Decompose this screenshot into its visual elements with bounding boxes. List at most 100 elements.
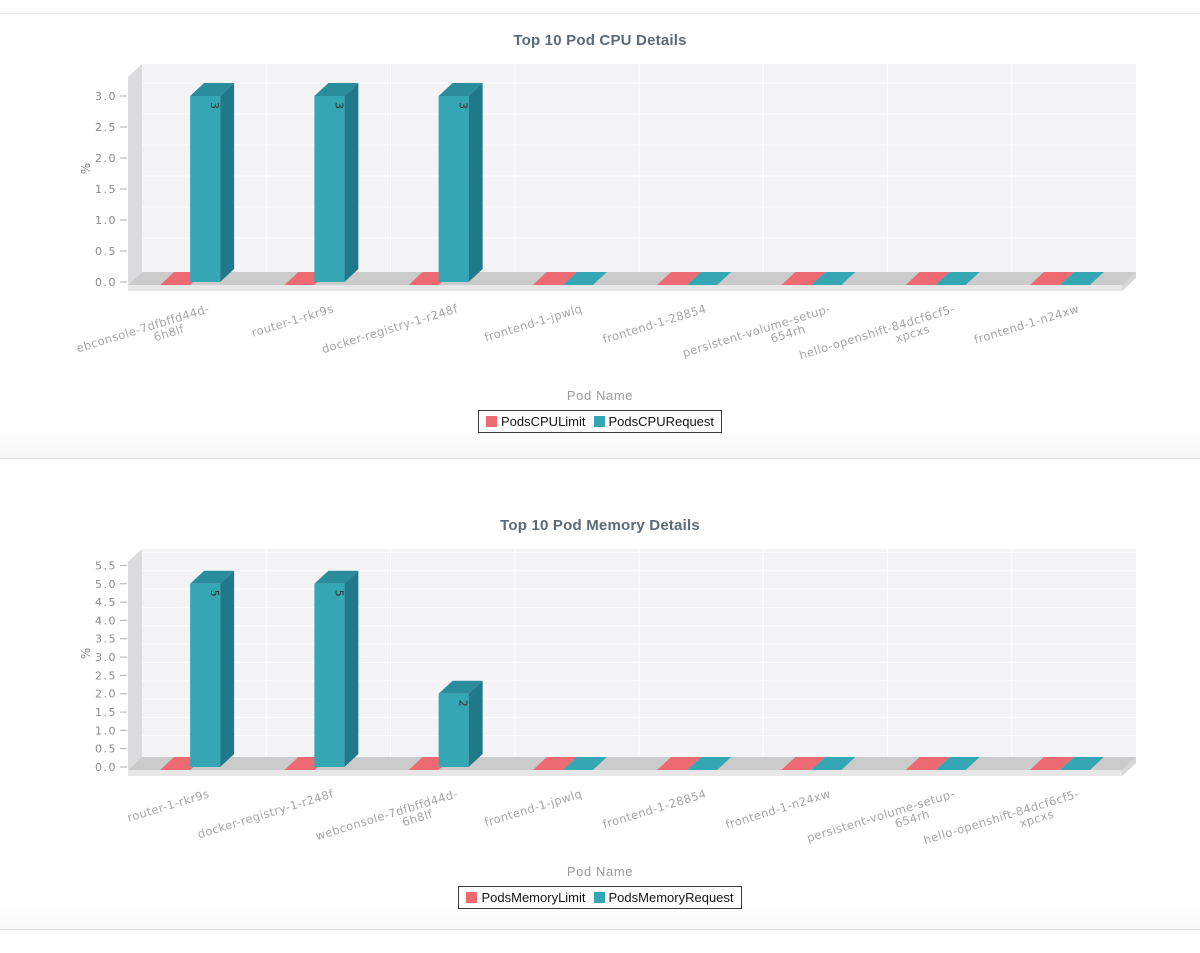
y-tick-label: 3.0 [95, 90, 117, 103]
limit-bar [1029, 757, 1074, 770]
legend-item[interactable]: PodsMemoryRequest [593, 890, 734, 905]
x-category-label: frontend-1-n24xw [724, 786, 832, 831]
plot-floor-bevel [1122, 272, 1136, 291]
legend-label: PodsMemoryRequest [608, 890, 734, 905]
request-bar [687, 757, 732, 770]
legend-label: PodsCPULimit [500, 414, 586, 429]
memory-chart-title: Top 10 Pod Memory Details [500, 517, 700, 534]
request-bar[interactable]: 3 [438, 83, 483, 282]
plot-floor [128, 757, 1136, 770]
x-category-label: router-1-rkr9s [126, 786, 211, 824]
3d-face [220, 570, 235, 767]
bar-front-face [190, 583, 221, 767]
3d-face [190, 570, 235, 584]
pod-metrics-dashboard: { "colors": { "bar_red": "#ee6a72", "bar… [0, 13, 1200, 953]
cpu-chart-title: Top 10 Pod CPU Details [513, 32, 687, 49]
3d-face [468, 680, 483, 767]
x-category-label: frontend-1-28854 [601, 301, 708, 346]
y-tick-label: 2.5 [95, 121, 117, 134]
legend-swatch [466, 892, 478, 903]
3d-face [438, 83, 483, 96]
3d-face [190, 83, 235, 96]
plot-floor [128, 272, 1136, 285]
x-category-label: frontend-1-jpwlq [483, 786, 584, 829]
x-category-label: frontend-1-28854 [601, 786, 708, 831]
cpu-chart-panel: Top 10 Pod CPU Details 0.0 0.5 1.0 1.5 2.0 2.… [0, 13, 1200, 459]
request-bar [1059, 272, 1104, 285]
bar-value-label: 3 [208, 102, 221, 109]
cpu-legend: PodsCPULimit PodsCPURequest [0, 410, 1200, 433]
3d-face [344, 570, 359, 767]
bar-front-face [438, 693, 469, 767]
y-tick-label: 4.5 [95, 596, 117, 609]
memory-legend: PodsMemoryLimit PodsMemoryRequest [0, 886, 1200, 909]
y-tick-label: 0.0 [95, 761, 117, 774]
request-bar [562, 757, 607, 770]
limit-bar [657, 272, 702, 285]
request-bar [811, 272, 856, 285]
y-tick-label: 1.0 [95, 724, 117, 737]
3d-face [438, 680, 483, 694]
plot-floor-front [128, 285, 1122, 291]
3d-face [314, 83, 359, 96]
3d-face [468, 83, 483, 282]
plot-left-wall [128, 549, 142, 770]
legend-swatch [593, 892, 605, 903]
y-tick-label: 0.5 [95, 245, 117, 258]
memory-chart-panel: Top 10 Pod Memory Details 0.0 0.5 1.0 1.5 2.… [0, 471, 1200, 930]
y-tick-label: 2.5 [95, 669, 117, 682]
limit-bar [532, 272, 577, 285]
request-bar [811, 757, 856, 770]
legend-swatch [485, 416, 497, 427]
limit-bar [905, 757, 950, 770]
x-category-label: router-1-rkr9s [250, 301, 335, 339]
request-bar [1059, 757, 1104, 770]
limit-bar [781, 272, 826, 285]
bar-value-label: 5 [332, 590, 345, 597]
x-category-label: webconsole-7dfbffd44d-6h8lf [314, 786, 463, 854]
plot-floor-front [128, 770, 1122, 776]
y-tick-label: 4.0 [95, 614, 117, 627]
y-tick-label: 0.0 [95, 276, 117, 289]
legend-item[interactable]: PodsMemoryLimit [466, 890, 586, 905]
plot-left-wall [128, 64, 142, 285]
y-tick-label: 2.0 [95, 688, 117, 701]
limit-bar [905, 272, 950, 285]
memory-chart-canvas: 0.0 0.5 1.0 1.5 2.0 2.5 3.0 3.5 4.0 4.5 5.0 5.5% 5 ro… [79, 549, 1136, 854]
bar-front-face [314, 96, 345, 282]
y-tick-label: 5.5 [95, 559, 117, 572]
3d-face [220, 83, 235, 282]
y-tick-label: 1.0 [95, 214, 117, 227]
cpu-chart-canvas: 0.0 0.5 1.0 1.5 2.0 2.5 3.0% 3 ebconsole-7dfbffd… [75, 64, 1136, 366]
y-axis-title: % [79, 162, 93, 174]
request-bar[interactable]: 5 [190, 570, 235, 767]
legend-box: PodsMemoryLimit PodsMemoryRequest [458, 886, 742, 909]
plot-floor-bevel [1122, 757, 1136, 776]
x-category-label: ebconsole-7dfbffd44d-6h8lf [75, 301, 215, 366]
limit-bar [1029, 272, 1074, 285]
y-tick-label: 3.5 [95, 633, 117, 646]
bar-value-label: 2 [457, 700, 470, 707]
legend-item[interactable]: PodsCPULimit [485, 414, 586, 429]
request-bar [687, 272, 732, 285]
request-bar[interactable]: 5 [314, 570, 359, 767]
x-category-label: docker-registry-1-r248f [320, 301, 460, 356]
request-bar[interactable]: 3 [314, 83, 359, 282]
y-axis-title: % [79, 647, 93, 659]
memory-xaxis-title: Pod Name [566, 864, 634, 879]
request-bar [935, 272, 980, 285]
y-tick-label: 5.0 [95, 578, 117, 591]
request-bar[interactable]: 3 [190, 83, 235, 282]
request-bar[interactable]: 2 [438, 680, 483, 767]
legend-box: PodsCPULimit PodsCPURequest [477, 410, 723, 433]
bar-front-face [314, 583, 345, 767]
y-tick-label: 3.0 [95, 651, 117, 664]
y-tick-label: 1.5 [95, 706, 117, 719]
y-tick-label: 2.0 [95, 152, 117, 165]
limit-bar [657, 757, 702, 770]
legend-item[interactable]: PodsCPURequest [593, 414, 714, 429]
x-category-label: frontend-1-n24xw [972, 301, 1080, 346]
bar-front-face [190, 96, 221, 282]
y-tick-label: 0.5 [95, 743, 117, 756]
y-tick-label: 1.5 [95, 183, 117, 196]
